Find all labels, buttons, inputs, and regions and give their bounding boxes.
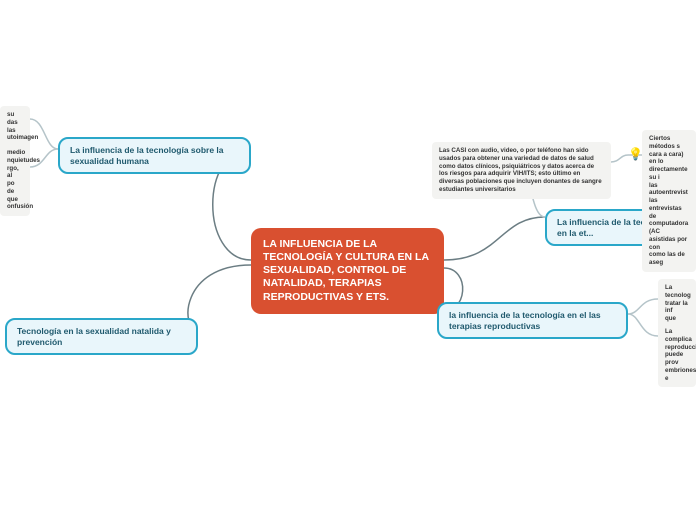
leaf-node[interactable]: La complica reproducció puede prov embri… bbox=[658, 323, 696, 387]
branch-node-natality-prevention[interactable]: Tecnología en la sexualidad natalida y p… bbox=[5, 318, 198, 355]
leaf-node[interactable]: medio nquietudes rgo, al po de que onfus… bbox=[0, 144, 30, 216]
center-node[interactable]: LA INFLUENCIA DE LA TECNOLOGÍA Y CULTURA… bbox=[251, 228, 444, 314]
leaf-node[interactable]: Ciertos métodos s cara a cara) en lo dir… bbox=[642, 130, 696, 272]
branch-node-tech-sexuality[interactable]: La influencia de la tecnología sobre la … bbox=[58, 137, 251, 174]
branch-node-reproductive-therapies[interactable]: la influencia de la tecnología en el las… bbox=[437, 302, 628, 339]
leaf-node[interactable]: Las CASI con audio, video, o por teléfon… bbox=[432, 142, 611, 199]
lightbulb-icon: 💡 bbox=[628, 147, 643, 161]
